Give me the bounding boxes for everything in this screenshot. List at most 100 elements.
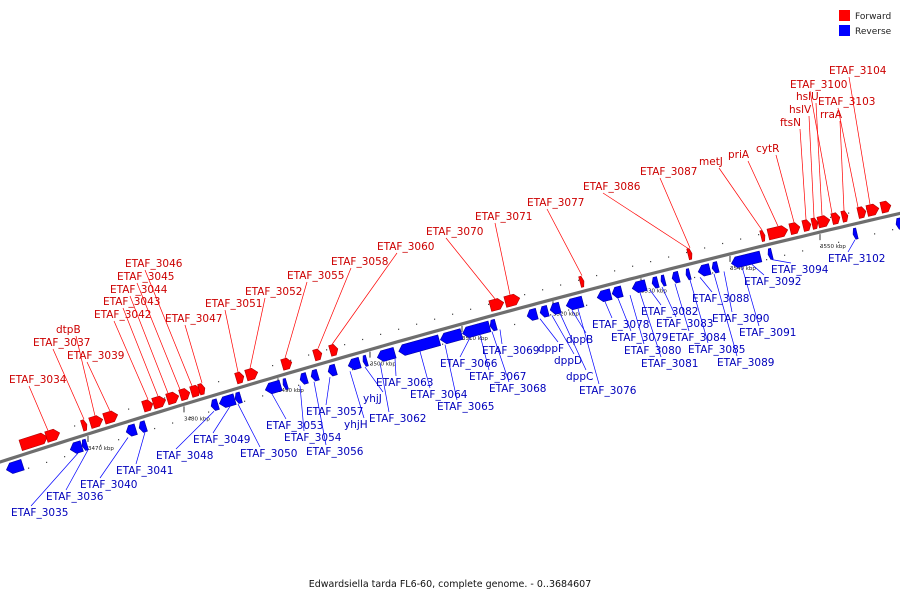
gene-label[interactable]: ETAF_3054: [284, 432, 342, 444]
gene-label[interactable]: ETAF_3091: [739, 327, 796, 339]
gene-label[interactable]: dtpB: [56, 324, 81, 336]
forward-gene[interactable]: [856, 206, 867, 219]
gene-label[interactable]: ETAF_3083: [656, 318, 713, 330]
forward-gene[interactable]: [102, 409, 120, 425]
gene-label[interactable]: ETAF_3081: [641, 358, 698, 370]
gene-label[interactable]: ETAF_3085: [688, 344, 745, 356]
gene-label[interactable]: dppB: [566, 334, 593, 346]
gene-label[interactable]: ETAF_3049: [193, 434, 250, 446]
forward-gene[interactable]: [234, 371, 246, 385]
forward-gene[interactable]: [766, 225, 789, 241]
gene-label[interactable]: ETAF_3066: [440, 358, 498, 370]
reverse-gene[interactable]: [651, 276, 660, 289]
reverse-gene[interactable]: [80, 438, 89, 451]
forward-gene[interactable]: [328, 344, 340, 357]
reverse-gene[interactable]: [125, 423, 138, 437]
forward-gene[interactable]: [80, 419, 88, 432]
gene-label[interactable]: ETAF_3055: [287, 270, 344, 282]
gene-label[interactable]: dppD: [554, 355, 582, 367]
reverse-gene[interactable]: [299, 372, 309, 386]
forward-gene[interactable]: [503, 293, 521, 308]
gene-label[interactable]: yhjJ: [363, 393, 382, 405]
gene-label[interactable]: ETAF_3080: [624, 345, 681, 357]
gene-label[interactable]: ETAF_3064: [410, 389, 468, 401]
reverse-gene[interactable]: [362, 354, 369, 367]
reverse-gene[interactable]: [895, 217, 900, 230]
reverse-gene[interactable]: [310, 368, 320, 382]
gene-label[interactable]: ETAF_3071: [475, 211, 532, 223]
forward-gene[interactable]: [18, 432, 49, 451]
reverse-gene[interactable]: [376, 346, 397, 362]
gene-label[interactable]: ETAF_3039: [67, 350, 124, 362]
forward-gene[interactable]: [141, 399, 155, 413]
gene-label[interactable]: ftsN: [780, 117, 801, 129]
reverse-gene[interactable]: [526, 307, 539, 321]
reverse-gene[interactable]: [852, 227, 859, 240]
gene-label[interactable]: ETAF_3102: [828, 253, 885, 265]
gene-label[interactable]: ETAF_3034: [9, 374, 67, 386]
gene-label[interactable]: dppC: [566, 371, 593, 383]
gene-label[interactable]: ETAF_3036: [46, 491, 104, 503]
reverse-gene[interactable]: [660, 274, 667, 287]
gene-label[interactable]: ETAF_3077: [527, 197, 584, 209]
gene-label[interactable]: ETAF_3100: [790, 79, 847, 91]
reverse-gene[interactable]: [138, 420, 148, 434]
forward-gene[interactable]: [801, 219, 812, 232]
reverse-gene[interactable]: [347, 356, 362, 371]
gene-label[interactable]: ETAF_3041: [116, 465, 173, 477]
gene-label[interactable]: ETAF_3063: [376, 377, 433, 389]
forward-gene[interactable]: [165, 391, 181, 406]
gene-label[interactable]: ETAF_3046: [125, 258, 183, 270]
reverse-gene[interactable]: [218, 393, 237, 409]
reverse-gene[interactable]: [69, 440, 84, 455]
reverse-gene[interactable]: [397, 334, 442, 357]
gene-label[interactable]: ETAF_3037: [33, 337, 90, 349]
reverse-gene[interactable]: [461, 320, 492, 339]
forward-gene[interactable]: [88, 414, 105, 429]
forward-gene[interactable]: [810, 217, 819, 230]
forward-gene[interactable]: [578, 275, 586, 288]
reverse-gene[interactable]: [539, 304, 550, 318]
reverse-gene[interactable]: [327, 363, 338, 377]
gene-label[interactable]: ETAF_3103: [818, 96, 875, 108]
reverse-gene[interactable]: [697, 263, 712, 278]
forward-gene[interactable]: [816, 214, 831, 229]
forward-gene[interactable]: [830, 212, 841, 225]
forward-gene[interactable]: [488, 297, 505, 312]
gene-label[interactable]: ETAF_3042: [94, 309, 151, 321]
forward-gene[interactable]: [788, 222, 801, 235]
gene-label[interactable]: rraA: [820, 109, 843, 121]
gene-label[interactable]: ETAF_3043: [103, 296, 160, 308]
reverse-gene[interactable]: [5, 459, 25, 475]
gene-label[interactable]: ETAF_3050: [240, 448, 297, 460]
gene-label[interactable]: ETAF_3058: [331, 256, 388, 268]
reverse-gene[interactable]: [549, 301, 562, 315]
reverse-gene[interactable]: [264, 379, 283, 395]
reverse-gene[interactable]: [671, 270, 681, 284]
reverse-gene[interactable]: [596, 288, 613, 303]
gene-label[interactable]: ETAF_3040: [80, 479, 137, 491]
gene-label[interactable]: ETAF_3082: [641, 306, 698, 318]
forward-gene[interactable]: [44, 428, 62, 443]
forward-gene[interactable]: [312, 348, 324, 362]
gene-label[interactable]: hslU: [796, 91, 819, 103]
reverse-gene[interactable]: [439, 328, 464, 345]
gene-label[interactable]: ETAF_3104: [829, 65, 887, 77]
gene-label[interactable]: ETAF_3090: [712, 313, 769, 325]
gene-label[interactable]: dppF: [538, 343, 564, 355]
gene-label[interactable]: ETAF_3035: [11, 507, 68, 519]
gene-label[interactable]: ETAF_3056: [306, 446, 364, 458]
reverse-gene[interactable]: [565, 295, 585, 311]
reverse-gene[interactable]: [282, 377, 289, 390]
reverse-gene[interactable]: [489, 318, 498, 332]
gene-label[interactable]: ETAF_3048: [156, 450, 213, 462]
reverse-gene[interactable]: [767, 247, 774, 260]
gene-label[interactable]: ETAF_3087: [640, 166, 697, 178]
gene-label[interactable]: ETAF_3069: [482, 345, 539, 357]
gene-label[interactable]: hslV: [789, 104, 812, 116]
reverse-gene[interactable]: [210, 398, 220, 412]
gene-label[interactable]: ETAF_3068: [489, 383, 546, 395]
gene-label[interactable]: ETAF_3094: [771, 264, 829, 276]
gene-label[interactable]: ETAF_3070: [426, 226, 483, 238]
reverse-gene[interactable]: [631, 279, 648, 294]
